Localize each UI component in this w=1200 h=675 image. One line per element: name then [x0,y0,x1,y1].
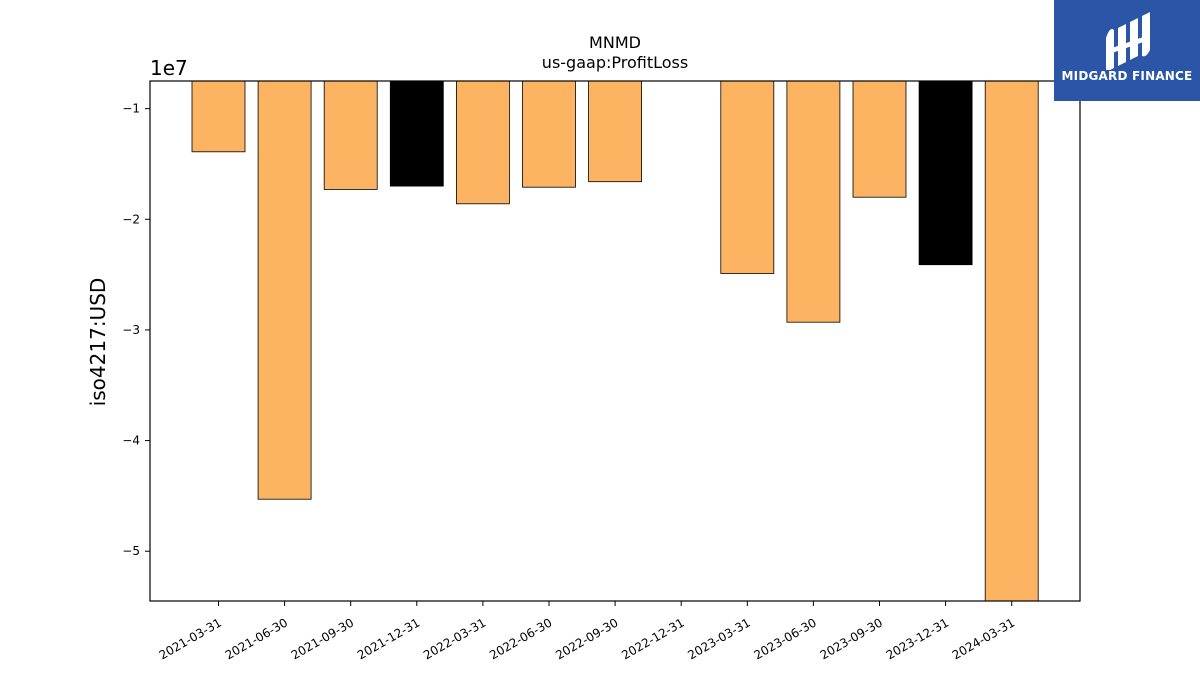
bar-2023-09-30 [852,80,907,198]
y-tick-label: −2 [122,212,140,226]
x-tick-label: 2021-03-31 [157,615,224,662]
y-tick-label: −5 [122,544,140,558]
bar-2021-09-30 [323,80,378,190]
bar-2022-06-30 [522,80,576,188]
x-tick-label: 2021-06-30 [223,615,290,662]
bar-2023-06-30 [786,80,841,323]
bar-2021-06-30 [257,80,312,500]
x-tick-label: 2022-12-31 [619,615,686,662]
y-tick-label: −3 [122,323,140,337]
plot-frame [149,80,1081,602]
x-tick-label: 2024-03-31 [950,615,1017,662]
y-scale-label: 1e7 [150,56,188,80]
brand-logo: MIDGARD FINANCE [1054,0,1200,101]
x-tick-label: 2023-03-31 [685,615,752,662]
logo-text: MIDGARD FINANCE [1061,69,1193,83]
x-tick-label: 2023-12-31 [884,615,951,662]
x-tick-label: 2023-06-30 [751,615,818,662]
bar-2023-03-31 [720,80,775,274]
x-tick-label: 2021-09-30 [289,615,356,662]
bar-2024-03-31 [984,80,1039,602]
y-tick-label: −4 [122,434,140,448]
x-tick-label: 2022-06-30 [487,615,554,662]
bar-2021-12-31 [389,80,444,187]
chart-title: MNMD [589,33,641,52]
bar-2022-03-31 [455,80,510,205]
chart-subtitle: us-gaap:ProfitLoss [542,53,688,72]
midgard-mark-icon [1106,12,1150,70]
x-tick-label: 2023-09-30 [818,615,885,662]
bar-2022-09-30 [588,80,642,183]
y-axis-label: iso4217:USD [86,278,110,407]
x-tick-label: 2021-12-31 [355,615,422,662]
y-tick-label: −1 [122,102,140,116]
x-tick-label: 2022-03-31 [421,615,488,662]
bar-2023-12-31 [918,80,973,266]
bar-2021-03-31 [191,80,246,153]
x-tick-label: 2022-09-30 [553,615,620,662]
